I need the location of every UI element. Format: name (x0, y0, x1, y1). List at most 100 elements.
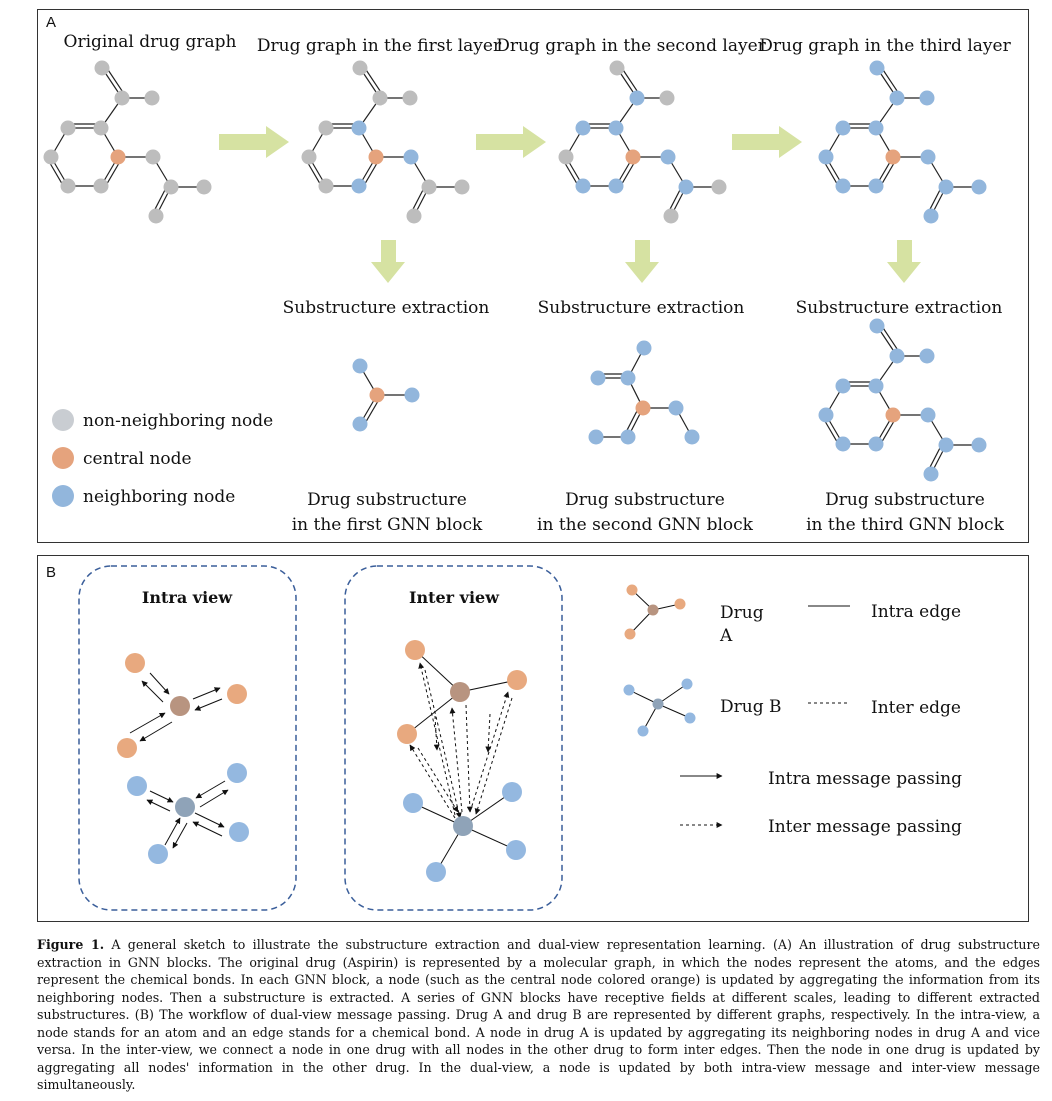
atom-node (608, 178, 624, 194)
atom-node (609, 60, 625, 76)
legend-non-neighboring-label: non-neighboring node (83, 411, 273, 431)
legend-drug-a-label-1: Drug (720, 603, 764, 623)
atom-node (868, 378, 884, 394)
atom-node (352, 416, 368, 432)
extraction-label-2: Substructure extraction (538, 298, 745, 318)
atom-node (145, 149, 161, 165)
atom-node (318, 120, 334, 136)
atom-node (920, 149, 936, 165)
atom-node (352, 358, 368, 374)
arrow-down-3 (887, 240, 921, 283)
figure-caption-text: A general sketch to illustrate the subst… (37, 937, 1040, 1092)
atom-node (663, 208, 679, 224)
atom-node (60, 120, 76, 136)
atom-node (575, 120, 591, 136)
atom-node (575, 178, 591, 194)
intra-view-frame (78, 565, 297, 911)
substructure-caption-3a: Drug substructure (825, 490, 985, 510)
atom-node (835, 436, 851, 452)
atom-node (368, 149, 384, 165)
atom-node (923, 466, 939, 482)
atom-node (869, 60, 885, 76)
atom-node (406, 208, 422, 224)
atom-node (144, 90, 160, 106)
panel-a-figure: Original drug graph Drug graph in the fi… (43, 32, 1012, 535)
atom-node (971, 437, 987, 453)
atom-node (148, 208, 164, 224)
atom-node (629, 90, 645, 106)
legend-inter-edge-label: Inter edge (871, 698, 961, 718)
panel-b-figure: Intra view Inter view (78, 565, 962, 911)
arrow-right-3 (732, 126, 802, 158)
molecule-layer-1 (301, 60, 470, 224)
atom-node (403, 149, 419, 165)
molecule-layer-2 (558, 60, 727, 224)
atom-node (93, 120, 109, 136)
legend-intra-edge-label: Intra edge (871, 602, 961, 622)
atom-node (835, 120, 851, 136)
atom-node (625, 149, 641, 165)
arrow-right-2 (476, 126, 546, 158)
atom-node (678, 179, 694, 195)
intra-view-nodes (117, 653, 249, 864)
extraction-label-3: Substructure extraction (796, 298, 1003, 318)
molecule-layer-3 (818, 60, 987, 224)
legend-drug-a-label-2: A (719, 626, 733, 646)
atom-node (421, 179, 437, 195)
atom-node (620, 370, 636, 386)
panel-b: B (37, 555, 1029, 922)
inter-view-graph (397, 640, 527, 882)
inter-view-title: Inter view (409, 588, 500, 607)
atom-node (636, 340, 652, 356)
atom-node (590, 370, 606, 386)
atom-node (404, 387, 420, 403)
figure-caption-label: Figure 1. (37, 937, 105, 952)
inter-view-frame (344, 565, 563, 911)
substructure-caption-1a: Drug substructure (307, 490, 467, 510)
atom-node (635, 400, 651, 416)
panel-a-letter: A (46, 14, 57, 31)
legend-drug-b-icon (623, 678, 696, 737)
atom-node (711, 179, 727, 195)
atom-node (660, 149, 676, 165)
legend-drug-b-label: Drug B (720, 697, 781, 717)
atom-node (835, 378, 851, 394)
atom-node (369, 387, 385, 403)
atom-node (318, 178, 334, 194)
atom-node (372, 90, 388, 106)
atom-node (919, 348, 935, 364)
substructure-caption-2b: in the second GNN block (537, 515, 754, 535)
substructure-caption-2a: Drug substructure (565, 490, 725, 510)
atom-node (938, 437, 954, 453)
molecule-original (43, 60, 212, 224)
atom-node (60, 178, 76, 194)
atom-node (558, 149, 574, 165)
atom-node (920, 407, 936, 423)
atom-node (620, 429, 636, 445)
substructure-second (588, 340, 700, 445)
atom-node (402, 90, 418, 106)
legend-intra-msg-label: Intra message passing (768, 769, 962, 789)
atom-node (818, 149, 834, 165)
atom-node (301, 149, 317, 165)
atom-node (835, 178, 851, 194)
legend-gray-dot (52, 409, 74, 431)
panel-b-letter: B (46, 564, 57, 581)
atom-node (608, 120, 624, 136)
atom-node (351, 178, 367, 194)
substructure-first (352, 358, 420, 432)
atom-node (919, 90, 935, 106)
atom-node (818, 407, 834, 423)
atom-node (588, 429, 604, 445)
substructure-caption-3b: in the third GNN block (806, 515, 1004, 535)
arrow-down-1 (371, 240, 405, 283)
legend-inter-msg-label: Inter message passing (768, 817, 962, 837)
atom-node (94, 60, 110, 76)
extraction-label-1: Substructure extraction (283, 298, 490, 318)
substructure-third (818, 318, 987, 482)
legend-neighboring-label: neighboring node (83, 487, 235, 507)
atom-node (110, 149, 126, 165)
panel-a: A (37, 9, 1029, 543)
figure-caption: Figure 1. A general sketch to illustrate… (37, 936, 1040, 1094)
legend-drug-a-icon (624, 584, 686, 640)
